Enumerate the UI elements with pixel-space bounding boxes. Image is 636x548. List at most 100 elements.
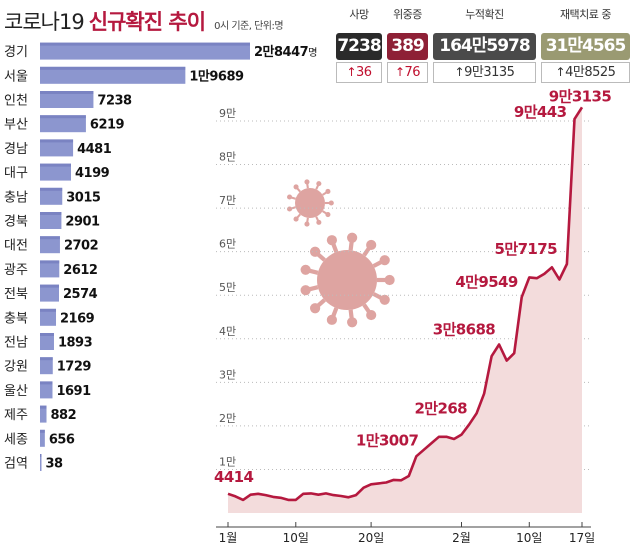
region-label: 광주 [4, 263, 28, 278]
virus-spike-tip [347, 317, 358, 328]
region-bar [40, 284, 60, 302]
data-label: 4414 [214, 468, 254, 486]
bar-highlight [40, 381, 53, 385]
up-arrow-icon: ↑ [454, 65, 465, 79]
data-label: 9만3135 [549, 87, 612, 105]
y-tick-label: 4만 [219, 325, 236, 338]
bar-highlight [40, 66, 186, 70]
bar-highlight [40, 115, 86, 119]
virus-spike-tip [287, 206, 293, 212]
up-arrow-icon: ↑ [555, 65, 566, 79]
series-line [227, 106, 584, 502]
bar-highlight [40, 212, 62, 215]
region-label: 경북 [4, 215, 28, 230]
region-label: 서울 [4, 69, 28, 84]
virus-spike-tip [293, 184, 299, 190]
region-bar [40, 42, 250, 60]
region-bar [40, 454, 42, 471]
region-label: 부산 [4, 118, 28, 133]
up-arrow-icon: ↑ [394, 65, 405, 79]
bar-value-label: 882 [51, 408, 77, 423]
bar-highlight [40, 333, 54, 336]
daily-trend-chart: 1만 2만 3만 4만 5만 6만 7만 8만 9만 1월 10일 20일 2월 10일 17일 4414… [214, 87, 612, 545]
y-tick-label: 2만 [219, 412, 236, 425]
x-tick-label: 1월 [219, 531, 238, 545]
stat-label: 누적확진 [465, 8, 504, 21]
data-label: 2만268 [414, 400, 467, 418]
x-tick-label: 17일 [569, 531, 595, 545]
bar-highlight [40, 187, 63, 191]
stat-critical: 위중증 389 ↑76 [387, 6, 428, 83]
virus-spike-tip [310, 303, 321, 314]
region-bar [40, 66, 186, 84]
region-label: 인천 [4, 94, 28, 109]
bar-value-label: 2612 [63, 263, 97, 278]
region-bar [40, 163, 71, 181]
region-bar [40, 236, 60, 254]
virus-spike-tip [366, 309, 377, 321]
region-label: 경남 [4, 142, 28, 157]
virus-spike-tip [293, 216, 299, 222]
virus-spike-tip [300, 264, 311, 275]
virus-spike-tip [310, 246, 321, 257]
bar-highlight [40, 454, 42, 457]
x-tick-label: 10일 [516, 531, 542, 545]
virus-spike-tip [379, 255, 390, 266]
data-label: 5만7175 [495, 240, 558, 258]
y-tick-label: 6만 [219, 238, 236, 251]
region-label: 제주 [4, 408, 28, 423]
y-tick-label: 3만 [219, 368, 236, 381]
bar-highlight [40, 284, 60, 288]
virus-spike-tip [379, 294, 390, 305]
bar-value-label: 4199 [75, 166, 110, 181]
data-label: 9만443 [514, 103, 567, 121]
bar-value-label: 2만8447명 [254, 44, 317, 60]
virus-spike-tip [304, 221, 310, 227]
region-label: 강원 [4, 360, 28, 375]
bar-value-label: 1만9689 [189, 68, 244, 84]
virus-spike-tip [287, 194, 293, 200]
bar-highlight [40, 429, 45, 433]
region-label: 검역 [4, 457, 28, 472]
region-label: 대전 [4, 239, 28, 254]
bar-value-label: 1691 [56, 384, 91, 399]
stat-value: 164만5978 [433, 33, 536, 60]
virus-spike-tip [384, 274, 395, 286]
stat-change: ↑36 [336, 62, 382, 83]
stat-deaths: 사망 7238 ↑36 [336, 6, 382, 83]
bar-highlight [40, 308, 57, 312]
summary-stats: 사망 7238 ↑36 위중증 389 ↑76 누적확진 164만5978 ↑9… [336, 6, 636, 83]
y-tick-label: 5만 [219, 281, 236, 294]
bar-value-label: 656 [49, 432, 75, 447]
virus-spike-tip [326, 314, 337, 325]
region-label: 전남 [4, 336, 28, 351]
bar-unit: 명 [308, 47, 317, 59]
up-arrow-icon: ↑ [346, 65, 356, 79]
virus-spike-tip [325, 188, 331, 195]
region-bar [40, 429, 45, 447]
bar-value-label: 4481 [77, 142, 112, 157]
bar-value-label: 6219 [90, 118, 125, 133]
region-bar [40, 357, 53, 375]
virus-spike-tip [316, 181, 322, 187]
point-labels: 44141만30072만2683만86884만95495만71759만4439만… [214, 87, 612, 486]
x-tick-label: 20일 [358, 531, 384, 545]
bar-highlight [40, 405, 47, 409]
region-bar [40, 139, 74, 157]
data-label: 1만3007 [356, 431, 419, 449]
virus-spike-tip [366, 239, 377, 251]
area-series [227, 106, 584, 514]
stat-change: ↑76 [387, 62, 428, 83]
bar-highlight [40, 42, 250, 46]
bar-value-label: 1729 [57, 360, 92, 375]
title-strong: 신규확진 추이 [88, 10, 206, 34]
y-tick-label: 7만 [219, 194, 236, 207]
stat-value: 7238 [336, 33, 382, 60]
bar-value-label: 2702 [64, 239, 98, 254]
region-label: 충남 [4, 190, 28, 205]
y-tick-label: 9만 [219, 107, 236, 120]
stat-cumulative: 누적확진 164만5978 ↑9만3135 [433, 6, 536, 83]
region-bar [40, 91, 94, 108]
bar-value-label: 2169 [60, 311, 95, 326]
